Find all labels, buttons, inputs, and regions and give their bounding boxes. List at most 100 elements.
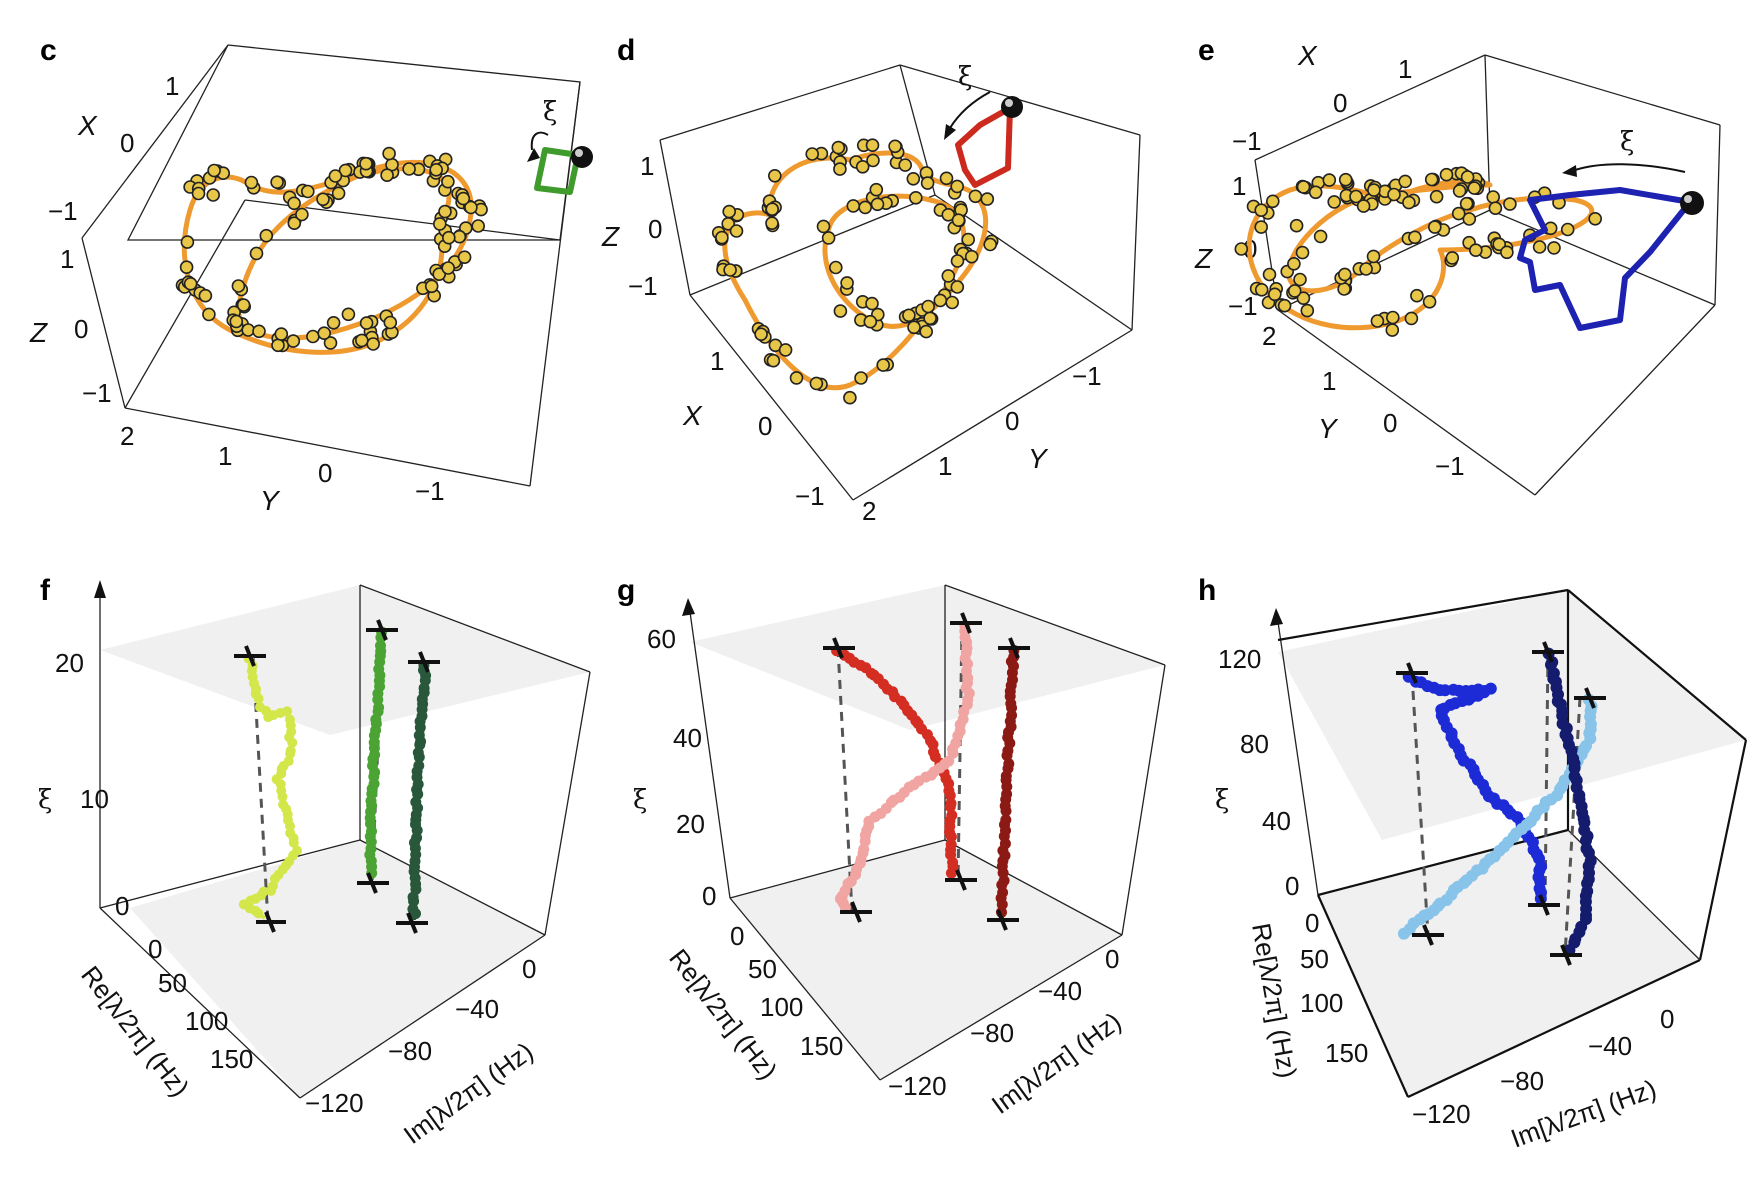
measured-point [1385,323,1400,337]
tick-label: −1 [48,196,78,226]
data-points-e [1234,166,1602,337]
measured-point [920,176,935,190]
measured-point [778,343,793,357]
measured-point [919,324,934,339]
measured-point [1293,272,1307,287]
dashed-link [251,654,270,923]
measured-point [287,196,301,211]
measured-point [1266,194,1280,209]
arrow-head-icon [1562,165,1577,177]
box-edge [1277,309,1536,496]
measured-point [1349,189,1363,204]
measured-point [846,199,861,213]
measured-point [964,249,979,264]
measured-point [1387,187,1401,202]
box-edge [81,44,229,239]
measured-point [858,200,873,215]
tick-label: 0 [1660,1004,1674,1034]
measured-point [723,263,737,277]
box-edge [852,329,1133,501]
xi-axis-title: ξ [38,785,52,815]
tick-label: −1 [1228,291,1258,321]
measured-point [380,168,394,182]
measured-point [271,338,285,353]
measured-point [1327,195,1341,209]
tick-label: 0 [522,954,536,984]
measured-point [1462,212,1477,226]
measured-point [359,316,374,330]
cross-marker-icon [945,869,977,891]
eigen-point [253,908,264,919]
axis-title: Z [29,317,48,348]
axis-y-e: 2 1 0 −1 Y [1262,321,1465,481]
cross-marker-icon [357,872,389,894]
tick-label: −80 [1500,1066,1544,1096]
measured-point [1451,206,1466,221]
measured-point [1492,237,1506,252]
tick-label: 50 [748,954,777,984]
tick-label: −1 [1072,361,1102,391]
box-edge [729,839,946,899]
tick-label: 1 [1398,54,1412,84]
tick-label: −1 [795,481,825,511]
cross-marker-icon [823,637,855,659]
measured-point [359,156,373,171]
measured-point [464,200,478,215]
box-edge [729,897,881,1081]
tick-label: 1 [60,244,74,274]
measured-point [765,202,780,216]
loop-inset [1517,187,1693,331]
tick-label: 40 [1262,806,1291,836]
measured-point [441,261,456,275]
cross-markers [234,619,440,934]
measured-point [816,219,831,234]
tick-label: 50 [1300,944,1329,974]
tick-label: 1 [938,451,952,481]
measured-point [1588,212,1602,226]
xi-axis-title: ξ [633,785,647,815]
measured-point [382,146,396,161]
arrow-head-icon [527,148,540,162]
xi-axis-arrow-icon [94,580,106,598]
eigen-point [1000,805,1012,817]
panel-g: g 60 40 20 0 ξ 0 50 100 150 0 −40 −80 −1… [617,574,1166,1120]
measured-point [855,160,870,174]
measured-point [1277,298,1292,313]
tick-label: 0 [1005,406,1019,436]
measured-point [287,216,302,230]
eigen-point [282,706,293,717]
eigenvalue-traces-f [234,619,440,934]
eigen-point [945,831,957,843]
dashed-link [956,624,964,881]
measured-point [1295,245,1310,260]
tick-label: 2 [120,421,134,451]
sphere-highlight [575,149,583,157]
measured-point [866,153,880,168]
box-edge [1254,54,1486,161]
tick-label: 1 [710,346,724,376]
eigen-point [287,737,298,748]
measured-point [1296,180,1311,194]
sphere-icon [1001,96,1023,118]
tick-label: 0 [758,411,772,441]
tick-label: 0 [648,214,662,244]
eigen-point [410,908,421,920]
measured-point [945,295,960,310]
measured-point [870,197,885,212]
xi-plane-top [690,585,1165,730]
axis-z-d: 1 0 −1 Z [601,151,662,301]
cross-marker-icon [1550,944,1582,966]
xi-symbol: ξ [1620,127,1634,157]
measured-point [326,315,341,330]
tick-label: 0 [1333,88,1347,118]
axis-title: Y [1318,413,1339,444]
measured-point [1287,284,1302,298]
measured-point [1410,288,1424,303]
measured-point [202,307,216,322]
eigen-point [266,885,277,896]
measured-point [921,299,936,314]
eigen-point [1568,762,1581,775]
measured-point [259,228,274,243]
measured-point [833,304,848,318]
xi-symbol: ξ [543,97,557,127]
